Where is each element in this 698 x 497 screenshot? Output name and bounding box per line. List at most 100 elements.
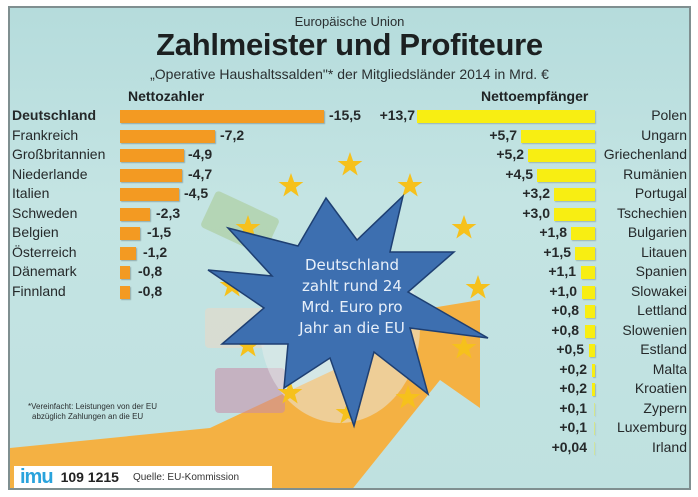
recipient-bar (571, 227, 595, 240)
chart-title: Zahlmeister und Profiteure (156, 27, 543, 62)
callout-line: Deutschland (304, 256, 400, 274)
recipient-bar (575, 246, 595, 260)
country-label: Slowakei (630, 282, 687, 299)
country-label: Malta (652, 360, 687, 377)
recipient-bar (594, 441, 595, 455)
callout-line: zahlt rund 24 (302, 277, 402, 295)
recipient-bar (554, 207, 595, 221)
recipient-bar (521, 129, 595, 143)
payer-bar (120, 129, 215, 143)
recipient-row: +0,1 Zypern (10, 399, 689, 418)
imu-logo: imu (20, 465, 54, 488)
footnote-line: abzüglich Zahlungen an die EU (32, 412, 144, 421)
value-label: -1,5 (147, 224, 172, 240)
recipient-row: +1,1 Spanien (10, 263, 689, 281)
value-label: +5,2 (496, 146, 524, 162)
value-label: +0,1 (559, 399, 587, 416)
value-label: -0,8 (138, 263, 163, 279)
payer-bar (120, 266, 130, 279)
value-label: +5,7 (489, 126, 517, 143)
payer-bar (120, 207, 150, 221)
value-label: -4,5 (184, 185, 209, 201)
recipient-row: +1,5 Litauen (10, 243, 689, 262)
footnote-line: *Vereinfacht: Leistungen von der EU (28, 402, 157, 411)
payer-bar (120, 188, 179, 201)
recipient-bar (417, 110, 595, 123)
country-label: Slowenien (622, 321, 687, 338)
payer-bar (120, 110, 324, 123)
recipient-bar (592, 383, 595, 396)
country-label: Frankreich (12, 126, 79, 143)
graphic-code: 109 1215 (60, 469, 119, 485)
recipient-row: +0,8 Lettland (10, 302, 689, 320)
recipient-bar (585, 305, 595, 318)
country-label: Dänemark (12, 263, 77, 279)
callout-line: Jahr an die EU (299, 319, 405, 337)
infographic-frame: Europäische Union Zahlmeister und Profit… (8, 6, 691, 490)
value-label: -0,8 (138, 282, 163, 299)
recipient-bar (582, 285, 595, 299)
value-label: +0,5 (556, 341, 584, 357)
footer-credit: imu 109 1215 Quelle: EU-Kommission (14, 466, 272, 488)
value-label: -4,9 (188, 146, 213, 162)
payer-bar (120, 168, 182, 182)
recipient-row: +0,04 Irland (10, 438, 689, 457)
banknote-icon (215, 368, 285, 413)
value-label: +1,8 (539, 224, 567, 240)
recipient-row: +0,8 Slowenien (10, 321, 689, 340)
recipient-bar (581, 266, 595, 279)
country-label: Griechenland (603, 146, 687, 162)
recipient-bar (594, 422, 595, 435)
recipient-row: +0,1 Luxemburg (10, 419, 689, 437)
value-label: -2,3 (156, 204, 181, 221)
recipient-bar (554, 188, 595, 201)
value-label: +1,0 (549, 282, 577, 299)
country-label: Belgien (12, 224, 59, 240)
recipient-row: +13,7 Polen (10, 107, 689, 125)
rising-arrow-icon (10, 300, 480, 488)
country-label: Niederlande (12, 165, 88, 182)
recipient-row: +5,7 Ungarn (10, 126, 689, 145)
recipient-row: +3,2 Portugal (10, 185, 689, 203)
chart-subtitle: „Operative Haushaltssalden"* der Mitglie… (150, 66, 549, 82)
net-payers-header: Nettozahler (128, 88, 205, 104)
recipient-bar (585, 324, 595, 338)
recipient-row: +0,2 Kroatien (10, 380, 689, 398)
value-label: +1,5 (543, 243, 571, 260)
recipient-bar (537, 168, 595, 182)
value-label: +0,1 (559, 419, 587, 435)
net-recipients-header: Nettoempfänger (481, 88, 589, 104)
payer-bar (120, 285, 130, 299)
country-label: Tschechien (616, 204, 687, 221)
value-label: +4,5 (505, 165, 533, 182)
recipient-bar (592, 363, 595, 377)
country-label: Rumänien (623, 165, 687, 182)
recipient-row: +1,0 Slowakei (10, 282, 689, 301)
country-label: Finnland (12, 282, 66, 299)
value-label: -15,5 (329, 107, 361, 123)
payer-bar (120, 149, 184, 162)
value-label: -4,7 (188, 165, 213, 182)
value-label: +3,0 (522, 204, 550, 221)
country-label: Bulgarien (627, 224, 687, 240)
callout-line: Mrd. Euro pro (301, 298, 403, 316)
country-label: Schweden (12, 204, 78, 221)
country-label: Estland (640, 341, 687, 357)
supertitle: Europäische Union (294, 14, 405, 29)
country-label: Großbritannien (12, 146, 106, 162)
recipient-row: +1,8 Bulgarien (10, 224, 689, 242)
country-label: Deutschland (12, 107, 97, 123)
country-label: Österreich (12, 243, 77, 260)
background-illustration (10, 152, 491, 488)
value-label: +3,2 (522, 185, 550, 201)
country-label: Polen (651, 107, 687, 123)
country-label: Lettland (637, 302, 687, 318)
country-label: Italien (12, 185, 50, 201)
country-label: Zypern (643, 399, 687, 416)
recipient-row: +0,5 Estland (10, 341, 689, 359)
value-label: +0,04 (551, 438, 587, 455)
source-label: Quelle: EU-Kommission (132, 471, 240, 483)
recipient-row: +4,5 Rumänien (10, 165, 689, 184)
value-label: -7,2 (220, 126, 245, 143)
country-label: Spanien (635, 263, 687, 279)
